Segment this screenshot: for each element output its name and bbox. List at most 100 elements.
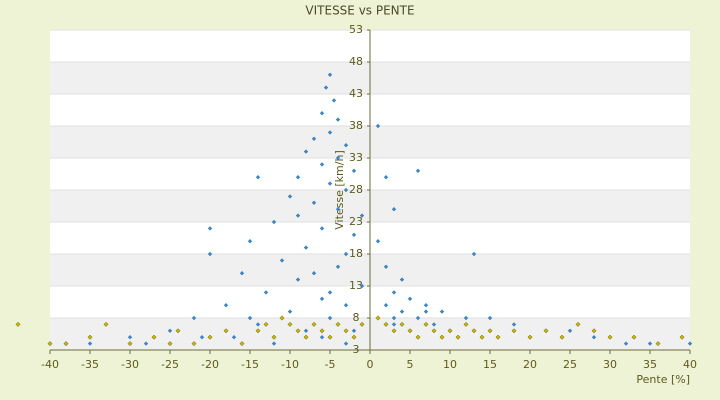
data-point: [335, 117, 341, 122]
data-point: [543, 328, 549, 334]
data-point: [247, 315, 253, 321]
data-point: [323, 85, 329, 90]
x-tick-label: 35: [643, 358, 657, 371]
data-point: [343, 303, 349, 308]
data-point: [407, 328, 413, 334]
data-point: [359, 283, 365, 289]
data-point: [87, 334, 93, 340]
data-point: [591, 328, 597, 334]
data-point: [87, 341, 93, 346]
data-point: [327, 130, 333, 135]
data-point: [351, 334, 357, 340]
y-tick-label: 33: [349, 151, 363, 164]
data-point: [255, 175, 261, 180]
data-point: [359, 213, 365, 218]
y-tick-label: 8: [353, 311, 360, 324]
y-tick-label: 3: [353, 343, 360, 356]
x-tick-label: 15: [483, 358, 497, 371]
data-point: [559, 334, 565, 340]
data-point: [487, 315, 493, 321]
data-point: [279, 315, 285, 321]
data-point: [439, 309, 445, 314]
data-point: [687, 341, 693, 346]
data-point: [383, 264, 389, 269]
data-point: [343, 143, 349, 148]
data-point: [223, 328, 229, 334]
data-point: [223, 303, 229, 308]
data-point: [327, 72, 333, 77]
data-point: [447, 328, 453, 334]
x-axis-title: Pente [%]: [636, 373, 690, 386]
data-point: [319, 162, 325, 167]
data-point: [311, 200, 317, 205]
data-point: [175, 328, 181, 334]
data-point: [343, 187, 349, 193]
data-point: [383, 321, 389, 327]
data-point: [631, 334, 637, 340]
data-point: [143, 341, 149, 346]
data-point: [311, 271, 317, 276]
data-point: [47, 341, 53, 347]
data-point: [423, 321, 429, 327]
data-point: [343, 328, 349, 334]
data-point: [127, 335, 133, 340]
x-tick-label: -20: [201, 358, 219, 371]
data-point: [471, 251, 477, 257]
y-tick-label: 53: [349, 23, 363, 36]
data-point: [431, 328, 437, 334]
data-point: [439, 334, 445, 340]
data-point: [327, 290, 333, 295]
data-point: [623, 341, 629, 346]
x-tick-label: 0: [367, 358, 374, 371]
data-point: [207, 334, 213, 340]
data-point: [407, 296, 413, 301]
y-axis-title: Vitesse [km/h]: [333, 150, 346, 230]
data-point: [295, 328, 301, 334]
data-point: [359, 321, 365, 327]
y-tick-label: 18: [349, 247, 363, 260]
data-point: [335, 207, 341, 212]
data-point: [383, 175, 389, 180]
data-point: [391, 315, 397, 321]
data-point: [287, 194, 293, 199]
x-tick-label: -40: [41, 358, 59, 371]
data-point: [311, 136, 317, 141]
data-point: [303, 328, 309, 333]
y-tick-label: 38: [349, 119, 363, 132]
data-point: [335, 321, 341, 327]
data-point: [15, 321, 21, 327]
data-point: [607, 334, 613, 340]
data-point: [391, 328, 397, 334]
x-tick-label: 25: [563, 358, 577, 371]
x-tick-label: -25: [161, 358, 179, 371]
data-point: [271, 219, 277, 225]
data-point: [319, 328, 325, 334]
data-point: [511, 322, 517, 327]
x-tick-label: -15: [241, 358, 259, 371]
data-point: [335, 155, 341, 161]
data-point: [247, 239, 253, 244]
data-point: [423, 303, 429, 308]
data-point: [271, 341, 277, 346]
y-tick-label: 43: [349, 87, 363, 100]
data-point: [655, 341, 661, 347]
data-point: [311, 321, 317, 327]
data-point: [303, 149, 309, 154]
data-point: [319, 296, 325, 301]
data-point: [319, 335, 325, 340]
data-point: [287, 309, 293, 314]
data-point: [103, 321, 109, 327]
data-point: [647, 341, 653, 346]
data-point: [207, 226, 213, 231]
data-point: [199, 335, 205, 340]
y-tick-label: 23: [349, 215, 363, 228]
data-point: [423, 309, 429, 314]
y-tick-label: 28: [349, 183, 363, 196]
data-point: [255, 322, 261, 327]
x-tick-label: 5: [407, 358, 414, 371]
data-point: [383, 303, 389, 308]
data-point: [239, 341, 245, 347]
data-point: [391, 290, 397, 295]
data-point: [167, 341, 173, 347]
